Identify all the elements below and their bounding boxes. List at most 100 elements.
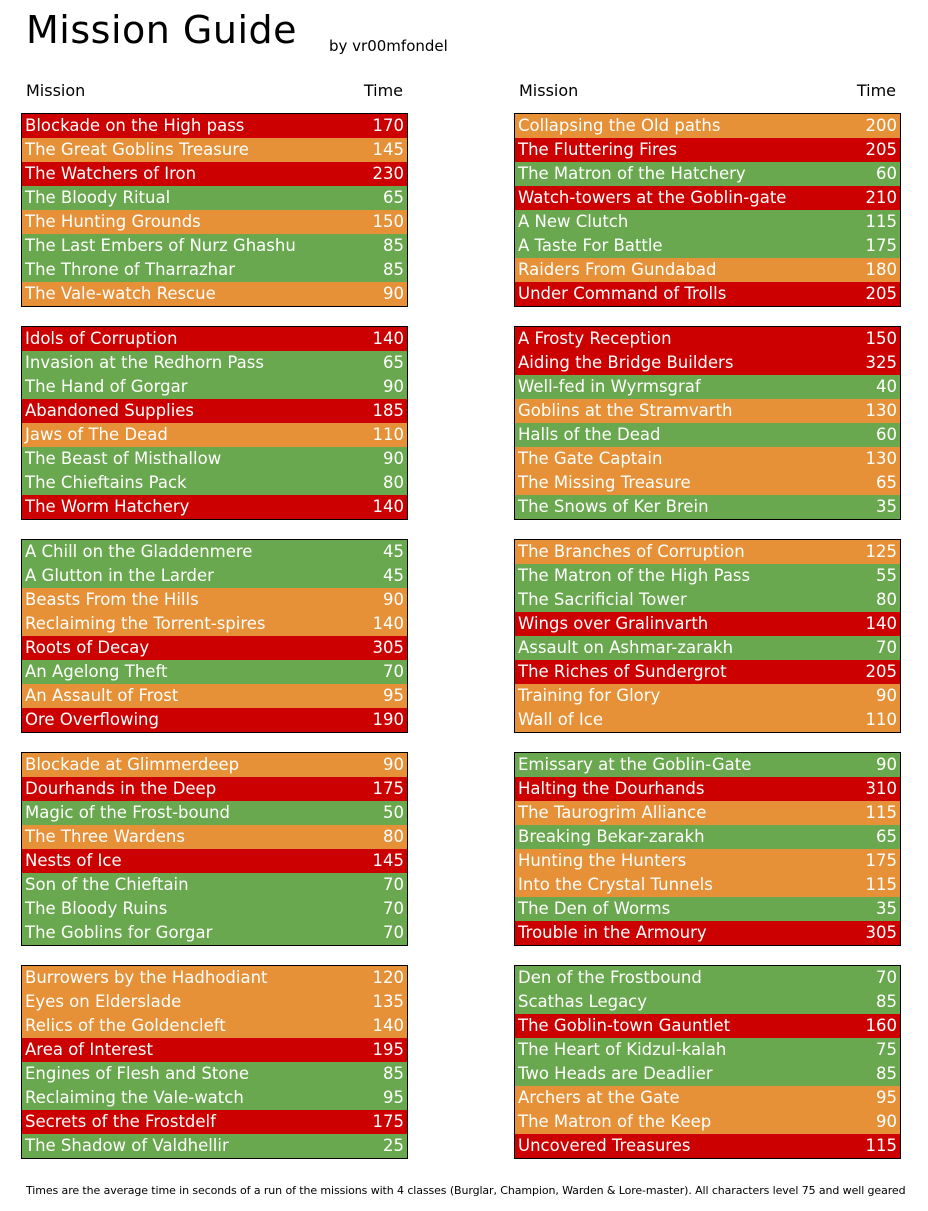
mission-name: Reclaiming the Torrent-spires bbox=[25, 614, 266, 633]
table-row: The Sacrificial Tower 80 bbox=[515, 588, 900, 612]
mission-time: 190 bbox=[372, 710, 405, 729]
table-row: Wings over Gralinvarth 140 bbox=[515, 612, 900, 636]
mission-name: Uncovered Treasures bbox=[518, 1136, 691, 1155]
mission-name: The Great Goblins Treasure bbox=[25, 140, 249, 159]
right-mission-group-4: Emissary at the Goblin-Gate 90 Halting the… bbox=[514, 752, 901, 946]
mission-time: 110 bbox=[865, 710, 898, 729]
mission-time: 70 bbox=[383, 899, 404, 918]
table-row: Son of the Chieftain 70 bbox=[22, 873, 407, 897]
mission-name: The Hunting Grounds bbox=[25, 212, 201, 231]
right-column-header: Mission Time bbox=[515, 81, 900, 101]
mission-name: The Bloody Ruins bbox=[25, 899, 168, 918]
table-row: The Bloody Ritual 65 bbox=[22, 186, 407, 210]
mission-name: Breaking Bekar-zarakh bbox=[518, 827, 705, 846]
mission-time: 50 bbox=[383, 803, 404, 822]
mission-name: The Fluttering Fires bbox=[518, 140, 678, 159]
table-row: Aiding the Bridge Builders 325 bbox=[515, 351, 900, 375]
mission-name: Ore Overflowing bbox=[25, 710, 159, 729]
mission-time: 230 bbox=[372, 164, 405, 183]
mission-name: The Heart of Kidzul-kalah bbox=[518, 1040, 727, 1059]
mission-time: 85 bbox=[876, 992, 897, 1011]
mission-name: The Gate Captain bbox=[518, 449, 663, 468]
table-row: The Chieftains Pack 80 bbox=[22, 471, 407, 495]
mission-time: 90 bbox=[383, 284, 404, 303]
table-row: Halting the Dourhands 310 bbox=[515, 777, 900, 801]
table-row: Den of the Frostbound 70 bbox=[515, 966, 900, 990]
left-mission-group-1: Blockade on the High pass 170 The Great Go… bbox=[21, 113, 408, 307]
mission-time: 70 bbox=[383, 875, 404, 894]
table-row: The Den of Worms 35 bbox=[515, 897, 900, 921]
table-row: The Hunting Grounds 150 bbox=[22, 210, 407, 234]
mission-time: 140 bbox=[372, 614, 405, 633]
mission-name: Den of the Frostbound bbox=[518, 968, 702, 987]
table-row: The Worm Hatchery 140 bbox=[22, 495, 407, 519]
table-row: Reclaiming the Torrent-spires 140 bbox=[22, 612, 407, 636]
mission-time: 130 bbox=[865, 449, 898, 468]
table-row: Beasts From the Hills 90 bbox=[22, 588, 407, 612]
table-row: Collapsing the Old paths 200 bbox=[515, 114, 900, 138]
right-mission-group-2: A Frosty Reception 150 Aiding the Bridge B… bbox=[514, 326, 901, 520]
table-row: An Assault of Frost 95 bbox=[22, 684, 407, 708]
mission-time: 85 bbox=[383, 1064, 404, 1083]
mission-time: 65 bbox=[383, 353, 404, 372]
mission-time: 85 bbox=[383, 260, 404, 279]
mission-name: The Shadow of Valdhellir bbox=[25, 1136, 229, 1155]
left-mission-group-3: A Chill on the Gladdenmere 45 A Glutton in… bbox=[21, 539, 408, 733]
table-row: Emissary at the Goblin-Gate 90 bbox=[515, 753, 900, 777]
table-row: Wall of Ice 110 bbox=[515, 708, 900, 732]
footnote: Times are the average time in seconds of… bbox=[26, 1184, 906, 1197]
table-row: The Taurogrim Alliance 115 bbox=[515, 801, 900, 825]
mission-time: 95 bbox=[383, 686, 404, 705]
mission-name: The Snows of Ker Brein bbox=[518, 497, 709, 516]
mission-name: Idols of Corruption bbox=[25, 329, 178, 348]
mission-name: Collapsing the Old paths bbox=[518, 116, 721, 135]
mission-time: 115 bbox=[865, 875, 898, 894]
table-row: Halls of the Dead 60 bbox=[515, 423, 900, 447]
mission-time: 305 bbox=[372, 638, 405, 657]
mission-time: 135 bbox=[372, 992, 405, 1011]
table-row: A Frosty Reception 150 bbox=[515, 327, 900, 351]
table-row: Engines of Flesh and Stone 85 bbox=[22, 1062, 407, 1086]
mission-time: 150 bbox=[372, 212, 405, 231]
mission-name: Secrets of the Frostdelf bbox=[25, 1112, 216, 1131]
mission-header: Mission bbox=[26, 81, 86, 100]
table-row: Under Command of Trolls 205 bbox=[515, 282, 900, 306]
mission-time: 40 bbox=[876, 377, 897, 396]
table-row: A Glutton in the Larder 45 bbox=[22, 564, 407, 588]
mission-name: Training for Glory bbox=[518, 686, 661, 705]
mission-name: The Matron of the High Pass bbox=[518, 566, 751, 585]
table-row: The Fluttering Fires 205 bbox=[515, 138, 900, 162]
mission-name: Aiding the Bridge Builders bbox=[518, 353, 734, 372]
mission-name: Jaws of The Dead bbox=[25, 425, 168, 444]
mission-time: 90 bbox=[876, 686, 897, 705]
table-row: Area of Interest 195 bbox=[22, 1038, 407, 1062]
mission-name: Well-fed in Wyrmsgraf bbox=[518, 377, 701, 396]
table-row: Well-fed in Wyrmsgraf 40 bbox=[515, 375, 900, 399]
table-row: The Three Wardens 80 bbox=[22, 825, 407, 849]
page-title: Mission Guide bbox=[26, 8, 297, 52]
table-row: The Watchers of Iron 230 bbox=[22, 162, 407, 186]
mission-time: 205 bbox=[865, 662, 898, 681]
time-header: Time bbox=[363, 81, 403, 100]
mission-name: A Glutton in the Larder bbox=[25, 566, 214, 585]
mission-name: Engines of Flesh and Stone bbox=[25, 1064, 249, 1083]
mission-name: An Agelong Theft bbox=[25, 662, 168, 681]
mission-name: Relics of the Goldencleft bbox=[25, 1016, 226, 1035]
mission-time: 115 bbox=[865, 1136, 898, 1155]
table-row: Breaking Bekar-zarakh 65 bbox=[515, 825, 900, 849]
mission-name: Under Command of Trolls bbox=[518, 284, 727, 303]
mission-time: 140 bbox=[372, 1016, 405, 1035]
table-row: The Matron of the High Pass 55 bbox=[515, 564, 900, 588]
left-mission-group-4: Blockade at Glimmerdeep 90 Dourhands in th… bbox=[21, 752, 408, 946]
mission-name: The Chieftains Pack bbox=[25, 473, 187, 492]
mission-name: Two Heads are Deadlier bbox=[518, 1064, 713, 1083]
table-row: The Heart of Kidzul-kalah 75 bbox=[515, 1038, 900, 1062]
mission-time: 200 bbox=[865, 116, 898, 135]
mission-time: 60 bbox=[876, 164, 897, 183]
mission-time: 140 bbox=[372, 329, 405, 348]
mission-name: The Missing Treasure bbox=[518, 473, 691, 492]
mission-time: 145 bbox=[372, 140, 405, 159]
mission-name: A Taste For Battle bbox=[518, 236, 663, 255]
mission-time: 90 bbox=[383, 449, 404, 468]
table-row: Hunting the Hunters 175 bbox=[515, 849, 900, 873]
